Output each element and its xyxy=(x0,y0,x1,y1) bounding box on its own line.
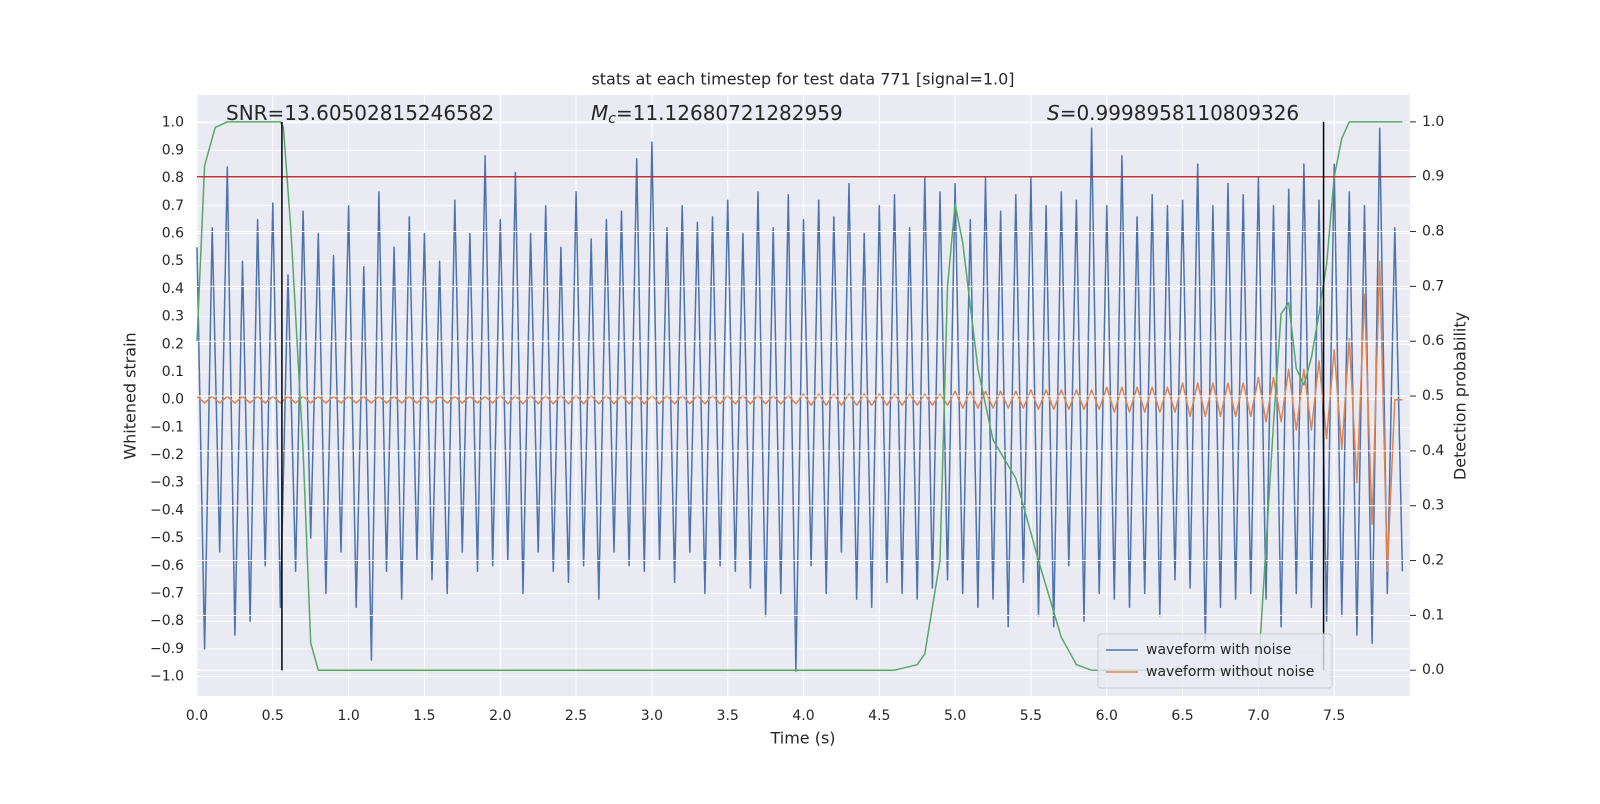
data-line xyxy=(196,121,1403,671)
x-tick-label: 3.0 xyxy=(641,708,663,724)
y2-tick-label: 0.4 xyxy=(1422,443,1444,459)
y-tick-label: −0.9 xyxy=(150,641,184,657)
y2-tick-label: 0.8 xyxy=(1422,224,1444,240)
x-tick-label: 1.5 xyxy=(413,708,435,724)
y-tick-label: 0.6 xyxy=(162,225,184,241)
y-tick-label: 0.9 xyxy=(162,142,184,158)
y-tick-label: 0.3 xyxy=(162,309,184,325)
y2-tick-label: 0.7 xyxy=(1422,278,1444,294)
y-tick-label: 0.2 xyxy=(162,336,184,352)
y-tick-label: −0.3 xyxy=(150,475,184,491)
annotation-symbol: S xyxy=(1047,101,1060,125)
annotation-symbol: M xyxy=(591,101,608,125)
y-tick-label: 0.4 xyxy=(162,281,184,297)
y-tick-label: −0.8 xyxy=(150,613,184,629)
y-tick-label: −0.7 xyxy=(150,586,184,602)
x-tick-label: 0.5 xyxy=(262,708,284,724)
x-tick-label: 4.5 xyxy=(868,708,890,724)
y-tick-label: −0.4 xyxy=(150,502,184,518)
x-axis-label: Time (s) xyxy=(769,729,835,748)
y2-tick-label: 0.6 xyxy=(1422,333,1444,349)
y2-tick-label: 0.0 xyxy=(1422,662,1444,678)
legend-label: waveform without noise xyxy=(1146,664,1314,680)
y-tick-label: −0.5 xyxy=(150,530,184,546)
x-tick-label: 2.0 xyxy=(489,708,511,724)
annotation-text: SNR=13.60502815246582 xyxy=(226,101,494,125)
x-tick-label: 7.5 xyxy=(1323,708,1345,724)
x-tick-label: 6.5 xyxy=(1171,708,1193,724)
y-tick-label: −0.1 xyxy=(150,419,184,435)
x-tick-label: 3.5 xyxy=(717,708,739,724)
annotation-subscript: c xyxy=(608,111,616,127)
annotation-text: =11.12680721282959 xyxy=(616,101,843,125)
y-tick-label: −0.2 xyxy=(150,447,184,463)
x-tick-label: 4.0 xyxy=(792,708,814,724)
y-tick-label: 1.0 xyxy=(162,115,184,131)
y2-axis-label: Detection probability xyxy=(1451,312,1470,480)
y-axis-label: Whitened strain xyxy=(121,332,140,459)
y-tick-label: 0.7 xyxy=(162,198,184,214)
y-tick-label: 0.0 xyxy=(162,392,184,408)
y-tick-label: 0.1 xyxy=(162,364,184,380)
y2-tick-label: 0.1 xyxy=(1422,607,1444,623)
legend-box xyxy=(1097,633,1333,689)
x-tick-label: 5.5 xyxy=(1020,708,1042,724)
annotation-text: =0.9998958110809326 xyxy=(1060,101,1299,125)
x-tick-label: 1.0 xyxy=(337,708,359,724)
annotation: Mc=11.12680721282959 xyxy=(591,101,843,128)
legend-label: waveform with noise xyxy=(1146,642,1291,658)
y-tick-label: −0.6 xyxy=(150,558,184,574)
y-tick-label: −1.0 xyxy=(150,669,184,685)
y2-tick-label: 1.0 xyxy=(1422,114,1444,130)
y2-tick-label: 0.9 xyxy=(1422,169,1444,185)
chart-title: stats at each timestep for test data 771… xyxy=(591,70,1014,89)
y-tick-label: 0.5 xyxy=(162,253,184,269)
y-tick-label: 0.8 xyxy=(162,170,184,186)
y2-tick-label: 0.2 xyxy=(1422,553,1444,569)
data-line xyxy=(196,260,1403,573)
y2-tick-label: 0.5 xyxy=(1422,388,1444,404)
annotation: S=0.9998958110809326 xyxy=(1047,101,1299,125)
x-tick-label: 0.0 xyxy=(186,708,208,724)
y2-tick-label: 0.3 xyxy=(1422,498,1444,514)
annotation: SNR=13.60502815246582 xyxy=(226,101,494,125)
x-tick-label: 5.0 xyxy=(944,708,966,724)
x-tick-label: 6.0 xyxy=(1096,708,1118,724)
x-tick-label: 7.0 xyxy=(1247,708,1269,724)
x-tick-label: 2.5 xyxy=(565,708,587,724)
